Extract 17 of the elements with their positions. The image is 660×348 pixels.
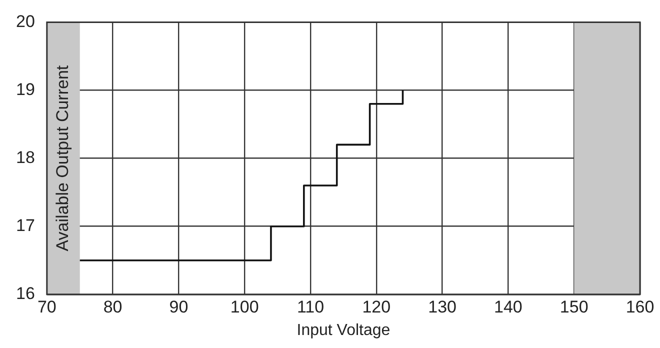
x-tick-label: 100 bbox=[230, 297, 259, 316]
y-tick-label: 17 bbox=[16, 216, 35, 236]
x-tick-label: 150 bbox=[560, 297, 588, 316]
x-axis-title: Input Voltage bbox=[296, 322, 390, 339]
x-tick-label: 90 bbox=[169, 297, 188, 316]
y-tick-label: 16 bbox=[16, 284, 35, 304]
x-tick-label: 160 bbox=[626, 297, 654, 316]
x-tick-label: 120 bbox=[362, 297, 391, 316]
y-tick-label: 20 bbox=[16, 12, 35, 31]
x-tick-label: 110 bbox=[296, 297, 324, 316]
x-tick-label: 80 bbox=[103, 297, 122, 316]
x-tick-label: 130 bbox=[428, 297, 456, 316]
y-tick-label: 19 bbox=[16, 80, 35, 99]
y-tick-label: 18 bbox=[16, 148, 35, 167]
x-tick-label: 70 bbox=[37, 297, 56, 316]
y-axis-title: Available Output Current bbox=[53, 65, 72, 252]
x-tick-label: 140 bbox=[494, 297, 522, 316]
